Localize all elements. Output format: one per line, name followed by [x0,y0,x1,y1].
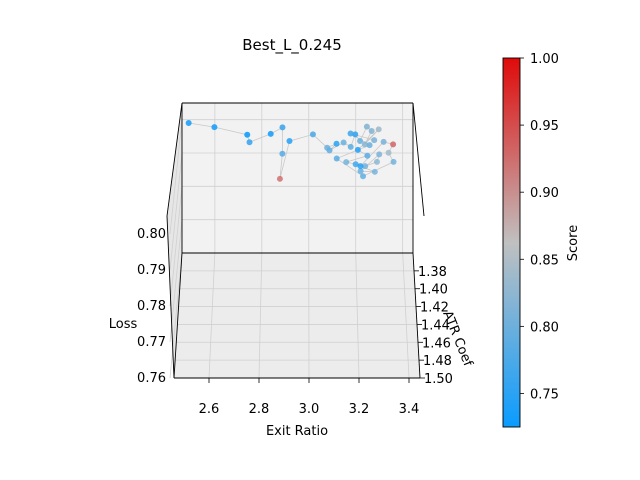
x-tick-label: 3.2 [349,402,370,417]
edge-right-top [412,102,425,217]
data-point [362,163,369,170]
data-point [380,138,387,145]
edge-left-top [166,102,183,217]
data-points [185,119,397,182]
data-point [352,161,359,168]
y-tick-label: 1.44 [421,318,450,333]
data-point [364,152,371,159]
data-point [360,173,367,180]
grid-z-left [169,252,183,379]
data-point [373,158,380,165]
colorbar-ticks: 0.75 0.80 0.85 0.90 0.95 1.00 [520,52,559,402]
data-point [363,123,370,130]
axes-edges [166,102,425,379]
data-point [352,131,359,138]
data-point [375,126,382,133]
z-tick-label: 0.78 [137,299,166,314]
grid-x-floor [258,252,263,379]
x-tick-label: 2.8 [249,402,270,417]
colorbar-tick-label: 0.80 [530,320,559,335]
y-tick-label: 1.42 [420,301,449,316]
z-tick-label: 0.77 [137,335,166,350]
y-tick-label: 1.50 [424,372,453,387]
z-tick-label: 0.79 [137,263,166,278]
y-tick-label: 1.40 [419,283,448,298]
data-point [390,141,397,148]
data-point [279,124,286,131]
data-point [361,141,368,148]
colorbar-tick-label: 0.95 [530,119,559,134]
colorbar-tick-label: 0.90 [530,186,559,201]
data-point [267,130,274,137]
data-point [357,163,364,170]
colorbar [502,57,521,428]
y-tick-label: 1.46 [422,336,451,351]
data-point [354,146,361,153]
data-point [376,151,383,158]
z-axis-label: Loss [109,317,138,332]
data-point [276,175,283,182]
grid-x-floor [208,252,216,379]
data-point [326,147,333,154]
x-tick-label: 2.6 [199,402,220,417]
grid-x-floor [402,252,410,379]
colorbar-tick-label: 1.00 [530,52,559,67]
edge-left-front [166,215,175,379]
colorbar-label: Score [566,225,581,261]
floor-pane [174,253,420,378]
data-point [368,127,375,134]
data-point [333,140,340,147]
x-tick-label: 3.4 [399,402,420,417]
data-point [347,130,354,137]
x-tick-label: 3.0 [299,402,320,417]
colorbar-tick-label: 0.85 [530,253,559,268]
data-point [246,139,253,146]
edge-right-floor [412,252,421,379]
data-point [340,139,347,146]
y-tick-label: 1.38 [418,265,447,280]
data-point [357,138,364,145]
data-point [347,143,354,150]
data-point [333,155,340,162]
data-point [385,149,392,156]
data-point [371,137,378,144]
data-point [211,124,218,131]
edge-left-bottom [173,252,183,379]
z-tick-label: 0.80 [137,227,166,242]
z-tick-label: 0.76 [137,371,166,386]
data-point [309,131,316,138]
trial-path-line [188,122,395,179]
back-pane [182,103,413,253]
colorbar-tick-label: 0.75 [530,387,559,402]
grid-x-floor [355,252,360,379]
data-point [185,119,192,126]
chart-title: Best_L_0.245 [242,36,342,55]
data-point [279,150,286,157]
grid-z-left [169,186,183,307]
y-tick-label: 1.48 [423,354,452,369]
grid-z-left [169,119,183,235]
grid-z-left [169,152,183,271]
data-point [366,142,373,149]
data-point [371,168,378,175]
data-point [244,131,251,138]
x-axis-label: Exit Ratio [266,424,328,439]
data-point [286,138,293,145]
data-point [343,159,350,166]
data-point [357,168,364,175]
data-point [390,158,397,165]
axis-ticks: 2.6 2.8 3.0 3.2 3.4 0.76 0.77 0.78 0.79 0.80 1.38 1… [137,227,453,417]
